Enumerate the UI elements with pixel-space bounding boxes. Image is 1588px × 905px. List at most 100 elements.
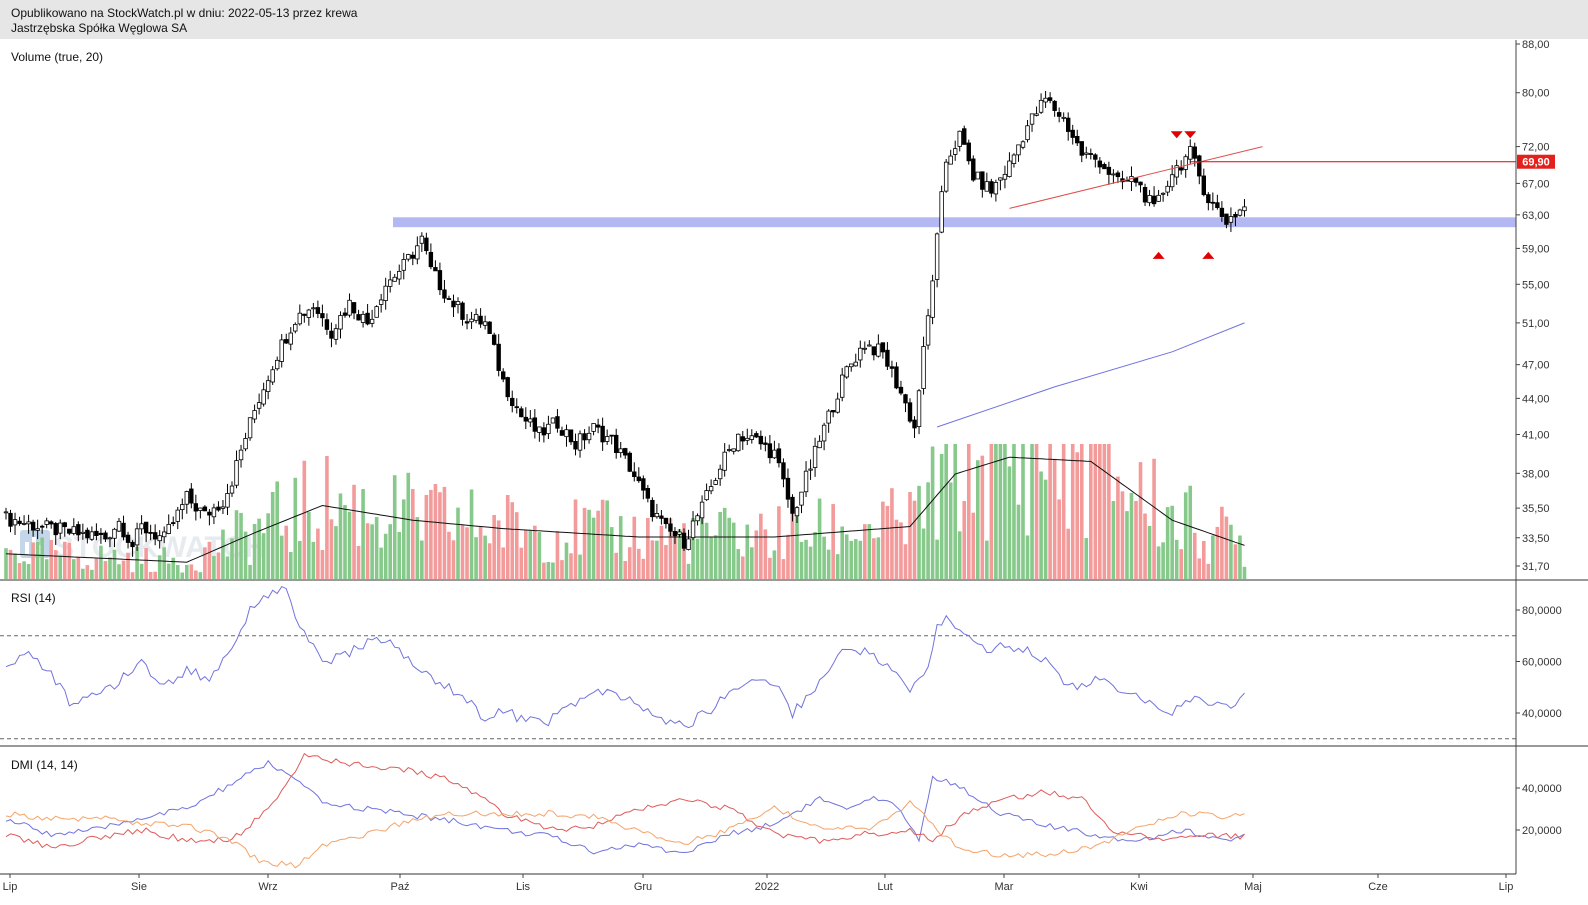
volume-bar <box>668 518 673 579</box>
candle-body <box>1079 141 1084 156</box>
volume-bar <box>609 527 614 579</box>
volume-bar <box>365 523 370 579</box>
volume-bar <box>537 532 542 579</box>
volume-bar <box>411 489 415 579</box>
candle-body <box>862 347 867 350</box>
volume-bar <box>546 561 551 579</box>
volume-bar <box>234 510 239 579</box>
volume-bar <box>1052 458 1057 579</box>
volume-bar <box>1129 492 1134 579</box>
volume-bar <box>284 525 289 579</box>
volume-bar <box>171 557 176 579</box>
candle-body <box>632 471 637 477</box>
volume-bar <box>605 500 609 579</box>
candle-body <box>1138 181 1143 186</box>
volume-bar <box>623 560 628 579</box>
price-tick-label: 59,00 <box>1522 243 1550 255</box>
dmi-tick-label: 20,0000 <box>1522 825 1562 837</box>
volume-bar <box>659 525 664 579</box>
candle-body <box>528 418 533 423</box>
volume-bar <box>401 499 406 579</box>
volume-bar <box>718 511 722 579</box>
sell-marker <box>1184 131 1197 139</box>
volume-bar <box>175 565 180 579</box>
candle-body <box>419 235 425 244</box>
candle-body <box>229 485 235 494</box>
volume-bar <box>483 535 487 579</box>
volume-bar <box>94 558 99 579</box>
last-price-label: 69,90 <box>1522 157 1550 169</box>
volume-bar <box>67 542 72 579</box>
candle-body <box>532 417 538 432</box>
candle-body <box>1192 146 1197 159</box>
dmi-panel-title: DMI (14, 14) <box>11 758 78 772</box>
candle-body <box>1084 152 1089 155</box>
volume-bar <box>442 486 447 579</box>
volume-bar <box>40 537 44 579</box>
time-tick-label: Lip <box>3 881 18 893</box>
volume-bar <box>1048 444 1052 579</box>
candle-body <box>44 520 49 525</box>
candle-body <box>252 410 257 420</box>
candle-body <box>360 313 366 323</box>
candle-body <box>180 504 185 510</box>
candle-body <box>392 276 397 282</box>
volume-bar <box>248 564 252 579</box>
price-tick-label: 51,00 <box>1522 318 1550 330</box>
volume-bar <box>1165 507 1170 579</box>
volume-bar <box>406 472 411 579</box>
candle-body <box>80 531 86 534</box>
candle-body <box>1102 164 1107 170</box>
volume-bar <box>637 548 641 579</box>
volume-bar <box>582 507 587 579</box>
price-tick-label: 88,00 <box>1522 39 1550 51</box>
candle-body <box>871 346 877 356</box>
candle-body <box>401 259 406 271</box>
volume-bar <box>320 550 325 579</box>
volume-bar <box>1202 540 1206 579</box>
volume-bar <box>44 559 49 579</box>
volume-bar <box>1025 535 1030 579</box>
volume-bar <box>157 555 162 579</box>
volume-bar <box>478 526 483 579</box>
volume-bar <box>587 509 591 579</box>
candle-body <box>794 507 800 517</box>
candle-body <box>1215 202 1220 208</box>
candle-body <box>663 517 669 525</box>
volume-bar <box>921 528 926 579</box>
candle-body <box>1093 154 1098 160</box>
volume-bar <box>781 559 786 579</box>
volume-bar <box>388 524 392 579</box>
candle-body <box>840 374 845 398</box>
candle-body <box>568 429 574 443</box>
price-tick-label: 44,00 <box>1522 393 1550 405</box>
candle-body <box>53 523 58 536</box>
candle-body <box>297 312 302 325</box>
candle-body <box>912 419 917 429</box>
volume-bar <box>1152 458 1156 579</box>
candle-body <box>686 538 691 550</box>
volume-bar <box>162 547 166 579</box>
candle-body <box>1224 213 1229 225</box>
candle-body <box>704 490 709 501</box>
candle-body <box>1151 195 1157 205</box>
volume-bar <box>325 455 329 579</box>
volume-bar <box>528 529 533 579</box>
price-tick-label: 80,00 <box>1522 88 1550 100</box>
volume-bar <box>166 563 171 579</box>
candle-body <box>627 452 632 472</box>
support-zone <box>393 217 1516 228</box>
volume-bar <box>673 534 677 579</box>
candle-body <box>378 299 384 305</box>
volume-bar <box>682 523 686 579</box>
volume-bar <box>194 570 198 579</box>
volume-bar <box>704 522 709 579</box>
volume-bar <box>1120 491 1125 579</box>
candle-body <box>49 521 54 525</box>
candle-body <box>573 441 578 450</box>
publication-info: Opublikowano na StockWatch.pl w dniu: 20… <box>11 6 358 20</box>
volume-bar <box>356 546 361 579</box>
volume-bar <box>460 524 465 579</box>
candle-body <box>1188 146 1193 160</box>
volume-bar <box>22 561 26 579</box>
